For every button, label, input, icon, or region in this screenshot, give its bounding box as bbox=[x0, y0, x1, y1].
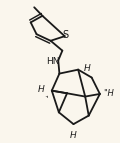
Text: H: H bbox=[83, 64, 90, 73]
Text: H: H bbox=[70, 131, 77, 140]
Text: HN: HN bbox=[46, 57, 60, 66]
Text: ''H: ''H bbox=[103, 89, 114, 98]
Text: H: H bbox=[37, 85, 44, 94]
Text: .,: ., bbox=[44, 90, 49, 99]
Text: S: S bbox=[62, 30, 68, 40]
